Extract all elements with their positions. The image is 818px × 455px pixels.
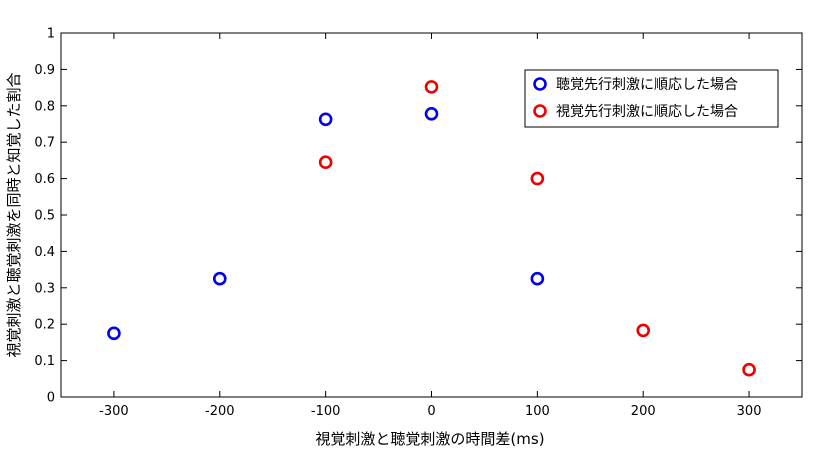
legend-label-auditory-lead: 聴覚先行刺激に順応した場合 (556, 76, 738, 93)
x-tick-label: 300 (737, 404, 762, 419)
legend: 聴覚先行刺激に順応した場合 視覚先行刺激に順応した場合 (524, 69, 779, 128)
y-tick-label: 0.2 (34, 318, 55, 333)
marks-layer (107, 80, 756, 377)
x-axis-label: 視覚刺激と聴覚刺激の時間差(ms) (315, 430, 544, 448)
legend-marker-visual-lead (533, 104, 547, 118)
y-axis-label: 視覚刺激と聴覚刺激を同時と知覚した割合 (5, 72, 23, 357)
data-point-series-0 (318, 112, 333, 127)
x-tick-label: 200 (631, 404, 656, 419)
x-tick-label: -200 (205, 404, 235, 419)
data-point-series-0 (212, 271, 227, 286)
data-point-series-1 (636, 323, 651, 338)
x-tick-label: -300 (99, 404, 129, 419)
y-tick-label: 0.6 (34, 172, 55, 187)
y-tick-label: 0.1 (34, 354, 55, 369)
data-point-series-1 (318, 155, 333, 170)
y-tick-label: 0.7 (34, 136, 55, 151)
y-tick-label: 0.8 (34, 99, 55, 114)
data-point-series-1 (424, 80, 439, 94)
x-tick-label: -100 (311, 404, 341, 419)
data-point-series-1 (530, 171, 545, 186)
x-tick-label: 0 (427, 404, 435, 419)
y-tick-label: 0.3 (34, 281, 55, 296)
data-point-series-1 (742, 362, 756, 377)
legend-box (524, 69, 779, 128)
data-point-series-0 (530, 271, 545, 286)
ticks-layer: -300 -200 -100 0 100 200 300 0 0.1 0.2 0.3 0.4 0.5 0.… (34, 27, 802, 419)
data-point-series-0 (424, 107, 439, 121)
y-tick-label: 0 (47, 391, 55, 406)
y-tick-label: 0.9 (34, 63, 55, 78)
legend-label-visual-lead: 視覚先行刺激に順応した場合 (556, 103, 738, 120)
x-tick-label: 100 (525, 404, 550, 419)
y-tick-label: 1 (47, 27, 55, 42)
y-tick-label: 0.5 (34, 209, 55, 224)
data-point-series-0 (107, 326, 121, 341)
plot-frame (60, 32, 803, 398)
y-tick-label: 0.4 (34, 245, 55, 260)
legend-marker-auditory-lead (533, 77, 547, 91)
